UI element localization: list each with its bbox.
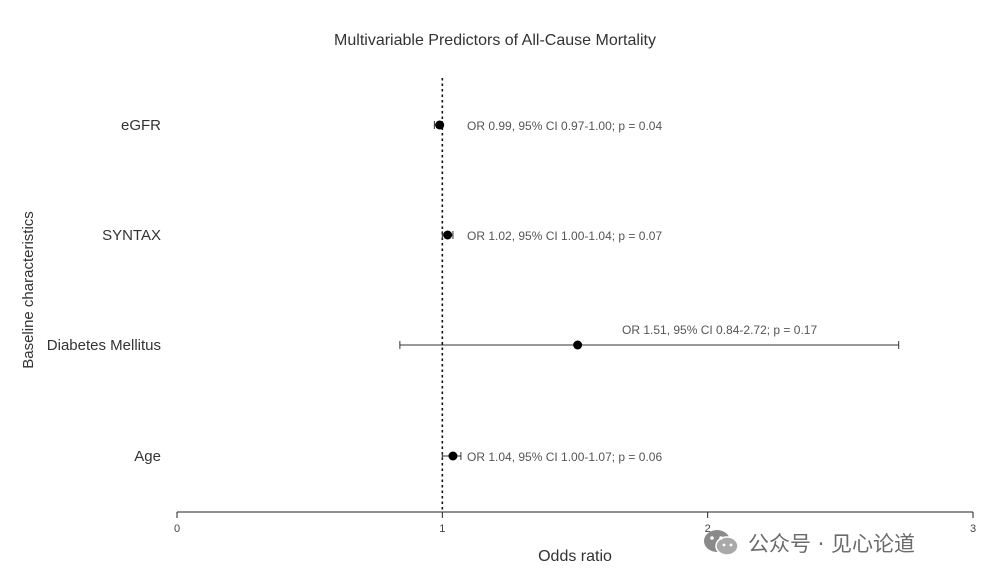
point-estimate	[443, 230, 453, 240]
x-axis-label: Odds ratio	[538, 548, 612, 565]
row-label: Age	[134, 448, 161, 465]
x-tick-label: 1	[439, 523, 445, 535]
point-estimate	[573, 340, 583, 350]
row-annotation: OR 1.51, 95% CI 0.84-2.72; p = 0.17	[622, 323, 817, 337]
x-tick-label: 0	[174, 523, 180, 535]
point-estimate	[448, 451, 458, 461]
wechat-icon	[704, 530, 739, 556]
x-tick-label: 2	[705, 523, 711, 535]
row-label: SYNTAX	[102, 227, 161, 244]
point-estimate	[435, 120, 445, 130]
row-annotation: OR 1.04, 95% CI 1.00-1.07; p = 0.06	[467, 450, 662, 464]
chart-title: Multivariable Predictors of All-Cause Mo…	[334, 32, 656, 49]
row-annotation: OR 1.02, 95% CI 1.00-1.04; p = 0.07	[467, 229, 662, 243]
x-axis-ticks: 0 1 2 3	[174, 512, 976, 535]
x-tick-label: 3	[970, 523, 976, 535]
y-axis-label: Baseline characteristics	[20, 211, 37, 369]
watermark: 公众号 · 见心论道	[702, 528, 915, 558]
row-label: eGFR	[121, 117, 161, 134]
data-rows: eGFR OR 0.99, 95% CI 0.97-1.00; p = 0.04 S…	[47, 117, 900, 465]
watermark-text: 公众号 · 见心论道	[748, 532, 916, 556]
row-annotation: OR 0.99, 95% CI 0.97-1.00; p = 0.04	[467, 119, 662, 133]
row-label: Diabetes Mellitus	[47, 337, 161, 354]
